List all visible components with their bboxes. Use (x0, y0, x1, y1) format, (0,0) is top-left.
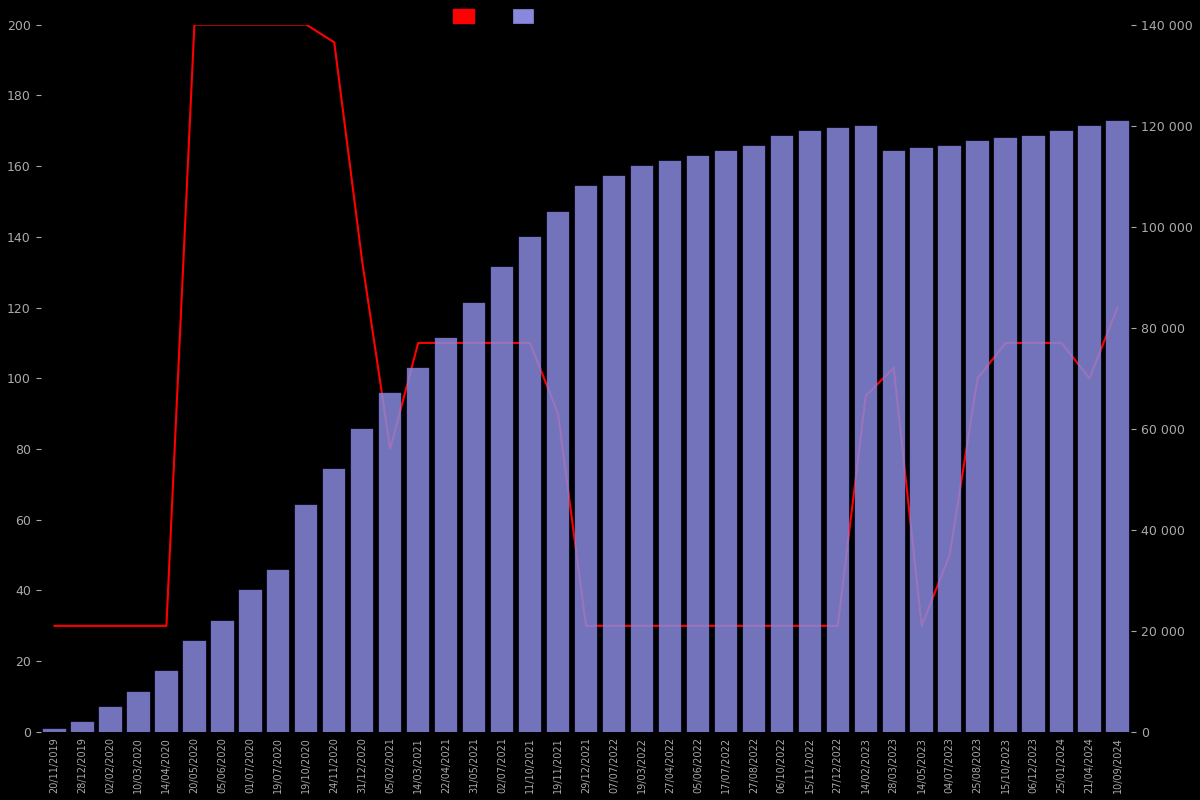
Bar (491, 267, 514, 732)
Bar (827, 128, 848, 732)
Bar (323, 470, 346, 732)
Bar (518, 237, 541, 732)
Bar (602, 176, 625, 732)
Bar (407, 368, 430, 732)
Bar (43, 730, 66, 732)
Bar (547, 211, 569, 732)
Bar (211, 621, 234, 732)
Bar (882, 151, 905, 732)
Bar (71, 722, 94, 732)
Bar (575, 186, 598, 732)
Bar (854, 126, 877, 732)
Bar (1050, 130, 1073, 732)
Bar (798, 130, 821, 732)
Bar (463, 302, 485, 732)
Bar (743, 146, 766, 732)
Bar (659, 161, 682, 732)
Bar (966, 141, 989, 732)
Bar (938, 146, 961, 732)
Bar (268, 570, 289, 732)
Bar (995, 138, 1016, 732)
Bar (239, 590, 262, 732)
Bar (1022, 136, 1045, 732)
Bar (379, 394, 401, 732)
Bar (127, 691, 150, 732)
Bar (434, 338, 457, 732)
Bar (100, 706, 121, 732)
Bar (1106, 121, 1129, 732)
Bar (1079, 126, 1100, 732)
Bar (911, 149, 932, 732)
Bar (352, 429, 373, 732)
Bar (295, 505, 318, 732)
Bar (686, 156, 709, 732)
Bar (631, 166, 653, 732)
Bar (155, 671, 178, 732)
Bar (715, 151, 737, 732)
Bar (184, 641, 205, 732)
Legend: , : , (448, 3, 550, 30)
Bar (770, 136, 793, 732)
